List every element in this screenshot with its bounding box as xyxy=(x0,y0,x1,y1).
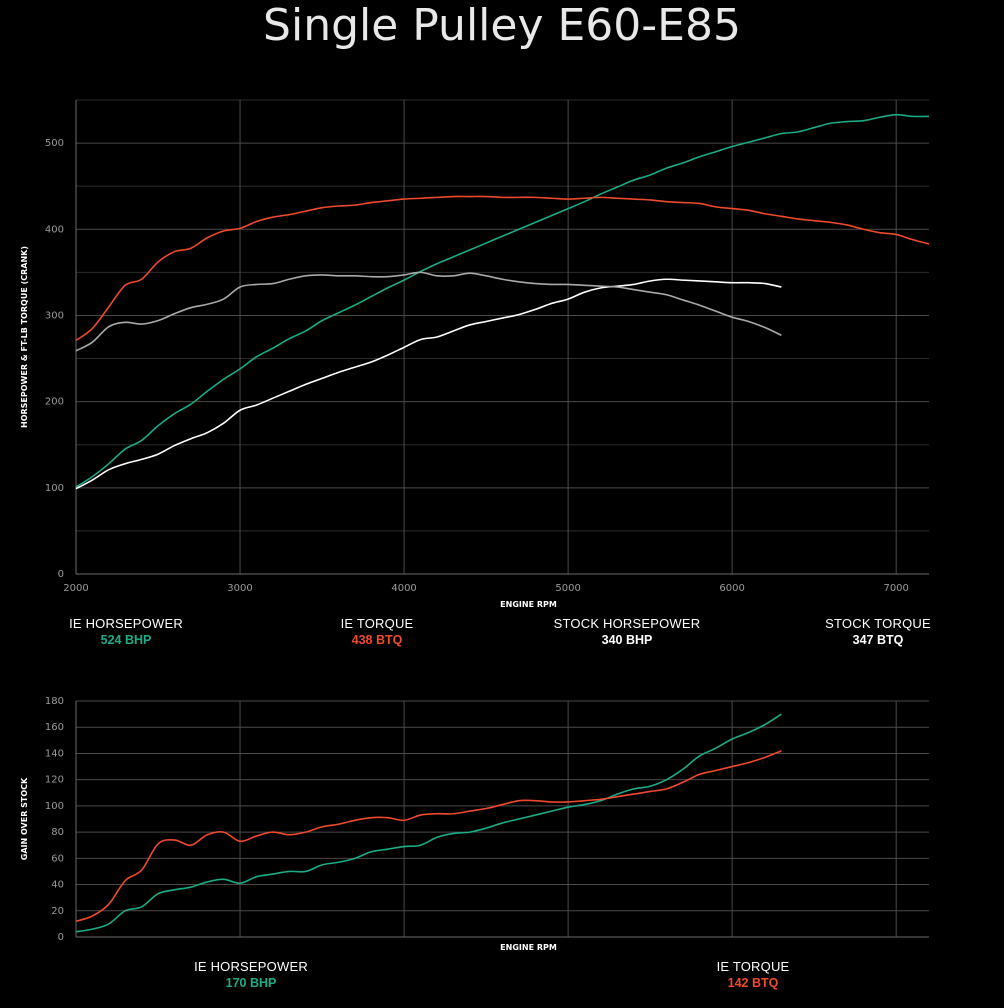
legend-value: 347 BTQ xyxy=(852,633,904,647)
y-tick-label: 200 xyxy=(45,397,64,408)
y-tick-label: 400 xyxy=(45,224,64,235)
page-title: Single Pulley E60-E85 xyxy=(263,0,741,51)
legend-label: IE TORQUE xyxy=(716,959,790,974)
legend-label: STOCK TORQUE xyxy=(825,616,931,631)
legend-value: 170 BHP xyxy=(225,976,277,990)
series-line-ie-horsepower xyxy=(75,713,782,933)
legend-value: 340 BHP xyxy=(601,633,653,647)
main-power-chart: 0 100 200 300 400 500 2000 3000 4000 5000 6000 7000… xyxy=(20,99,930,609)
x-axis-label: ENGINE RPM xyxy=(500,943,557,952)
legend-ie-horsepower: IE HORSEPOWER 524 BHP xyxy=(66,616,186,647)
x-tick-label: 2000 xyxy=(63,583,88,594)
x-tick-label: 7000 xyxy=(883,583,908,594)
y-tick-label: 40 xyxy=(51,880,64,891)
y-tick-label: 140 xyxy=(45,748,64,759)
legend-label: STOCK HORSEPOWER xyxy=(553,616,701,631)
x-axis-label: ENGINE RPM xyxy=(500,600,557,609)
legend-gain-torque: IE TORQUE 142 BTQ xyxy=(693,959,813,990)
y-axis-label: HORSEPOWER & FT-LB TORQUE (CRANK) xyxy=(20,246,29,428)
y-tick-label: 80 xyxy=(51,827,64,838)
legend-label: IE HORSEPOWER xyxy=(69,616,183,631)
legend-stock-horsepower: STOCK HORSEPOWER 340 BHP xyxy=(552,616,702,647)
series-line-ie-torque xyxy=(75,195,930,342)
series-line-ie-horsepower xyxy=(75,113,930,488)
y-tick-label: 120 xyxy=(45,775,64,786)
y-tick-label: 60 xyxy=(51,853,64,864)
legend-value: 524 BHP xyxy=(100,633,152,647)
x-tick-label: 5000 xyxy=(555,583,580,594)
legend-stock-torque: STOCK TORQUE 347 BTQ xyxy=(818,616,938,647)
y-tick-label: 0 xyxy=(58,569,64,580)
y-tick-label: 300 xyxy=(45,310,64,321)
legend-ie-torque: IE TORQUE 438 BTQ xyxy=(317,616,437,647)
legend-value: 142 BTQ xyxy=(727,976,779,990)
y-tick-label: 100 xyxy=(45,801,64,812)
gain-chart: 0 20 40 60 80 100 120 140 160 180 ENGINE RPM GAIN O… xyxy=(20,696,929,952)
series-line-ie-torque xyxy=(75,750,782,923)
x-tick-label: 3000 xyxy=(227,583,252,594)
y-tick-label: 100 xyxy=(45,483,64,494)
y-axis-label: GAIN OVER STOCK xyxy=(20,777,29,860)
series-line-stock-horsepower xyxy=(75,278,782,490)
x-tick-label: 6000 xyxy=(719,583,744,594)
y-tick-label: 180 xyxy=(45,696,64,707)
series-line-stock-torque xyxy=(75,271,782,352)
y-tick-label: 20 xyxy=(51,906,64,917)
y-tick-label: 0 xyxy=(58,932,64,943)
legend-label: IE TORQUE xyxy=(340,616,414,631)
legend-label: IE HORSEPOWER xyxy=(194,959,308,974)
x-tick-label: 4000 xyxy=(391,583,416,594)
legend-value: 438 BTQ xyxy=(351,633,403,647)
y-tick-label: 500 xyxy=(45,138,64,149)
legend-gain-horsepower: IE HORSEPOWER 170 BHP xyxy=(191,959,311,990)
y-tick-label: 160 xyxy=(45,722,64,733)
